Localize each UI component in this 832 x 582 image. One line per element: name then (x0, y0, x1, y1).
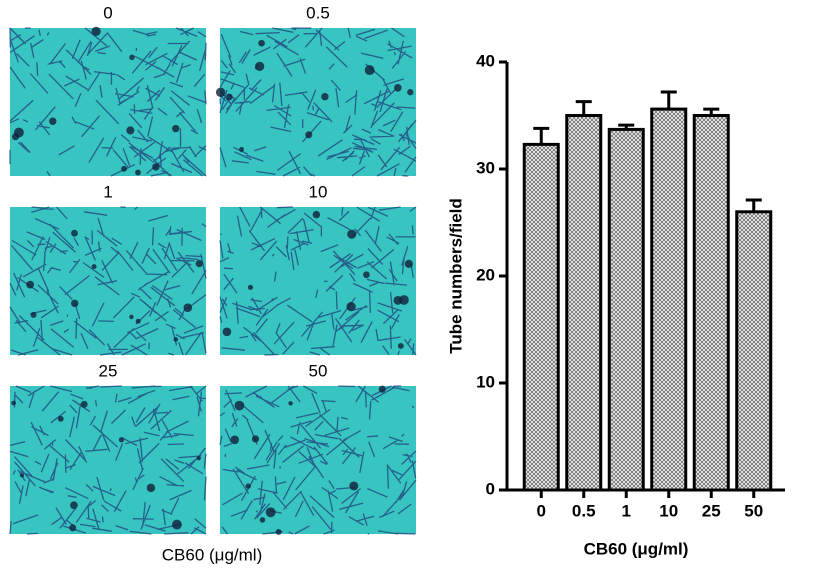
bar (735, 210, 773, 492)
bar (565, 114, 603, 492)
image-label: 1 (103, 182, 112, 201)
cell-cluster (126, 126, 135, 135)
cell-cluster (71, 229, 78, 237)
cell-cluster (196, 456, 201, 461)
cell-cluster (222, 327, 232, 337)
cell-cluster (135, 318, 141, 324)
cell-cluster (146, 483, 156, 493)
cell-cluster (152, 163, 160, 171)
cell-network (9, 385, 207, 535)
cell-cluster (129, 54, 135, 61)
cell-cluster (70, 299, 79, 308)
cell-cluster (49, 117, 57, 125)
x-tick-label: 50 (744, 501, 763, 520)
cell-network (9, 206, 207, 356)
cell-cluster (215, 87, 226, 98)
cell-cluster (245, 483, 251, 489)
cell-cluster (378, 385, 386, 393)
cell-cluster (275, 529, 282, 535)
cell-cluster (254, 61, 265, 71)
cell-cluster (230, 435, 240, 445)
cell-cluster (30, 311, 37, 318)
image-label: 50 (309, 361, 328, 380)
cell-network (219, 27, 417, 177)
micrograph (220, 207, 416, 355)
cell-cluster (321, 93, 329, 101)
cell-cluster (258, 39, 265, 47)
micrograph (10, 28, 206, 176)
cell-cluster (129, 314, 134, 320)
cell-cluster (57, 415, 64, 422)
bar (650, 107, 688, 492)
cell-network (219, 385, 417, 535)
cell-cluster (399, 295, 409, 305)
cell-cluster (91, 26, 101, 36)
x-tick-label: 10 (659, 501, 678, 520)
cell-cluster (404, 259, 413, 268)
y-tick-label: 30 (476, 158, 495, 177)
cell-cluster (346, 301, 356, 312)
cell-cluster (173, 337, 179, 342)
cell-cluster (234, 400, 245, 411)
cell-cluster (121, 165, 127, 172)
bar (692, 114, 730, 492)
micrograph (220, 386, 416, 534)
cell-cluster (288, 401, 293, 406)
cell-network (9, 27, 207, 177)
x-tick-label: 0 (537, 501, 546, 520)
micrographs (9, 26, 417, 535)
cell-cluster (172, 124, 180, 133)
x-tick-label: 1 (622, 501, 631, 520)
cell-cluster (394, 84, 402, 92)
cell-cluster (239, 147, 244, 152)
cell-network (219, 206, 417, 356)
cell-cluster (363, 271, 370, 279)
x-axis-label: CB60 (μg/ml) (584, 539, 689, 558)
cell-cluster (91, 264, 97, 270)
cell-cluster (305, 131, 313, 139)
x-tick-label: 0.5 (572, 501, 596, 520)
cell-cluster (172, 519, 182, 530)
y-tick-label: 10 (476, 372, 495, 391)
y-axis-label: Tube numbers/field (446, 198, 465, 354)
cell-cluster (135, 169, 141, 176)
cell-cluster (226, 93, 233, 101)
cell-cluster (26, 280, 35, 289)
image-label: 0 (103, 3, 112, 22)
cell-cluster (118, 437, 125, 443)
cell-cluster (247, 284, 254, 290)
cell-cluster (13, 127, 24, 138)
y-tick-label: 40 (476, 51, 495, 70)
cell-cluster (265, 507, 276, 518)
image-label: 0.5 (306, 3, 330, 22)
micrograph (10, 207, 206, 355)
cell-cluster (69, 524, 77, 532)
y-tick-label: 20 (476, 265, 495, 284)
image-label: 25 (99, 361, 118, 380)
cell-cluster (397, 343, 404, 349)
cell-cluster (195, 259, 203, 268)
image-label: 10 (309, 182, 328, 201)
image-caption: CB60 (μg/ml) (162, 545, 262, 564)
cell-cluster (251, 435, 260, 443)
cell-cluster (19, 473, 25, 478)
cell-cluster (407, 89, 414, 96)
cell-cluster (259, 517, 266, 523)
x-tick-label: 25 (702, 501, 721, 520)
cell-cluster (364, 65, 375, 76)
bar (522, 142, 560, 492)
cell-cluster (11, 400, 16, 406)
cell-cluster (70, 501, 78, 510)
cell-cluster (349, 481, 359, 491)
cell-cluster (312, 210, 321, 219)
cell-cluster (347, 229, 357, 239)
bar (607, 127, 645, 492)
cell-cluster (183, 303, 193, 312)
y-tick-label: 0 (486, 479, 495, 498)
cell-cluster (80, 400, 88, 408)
